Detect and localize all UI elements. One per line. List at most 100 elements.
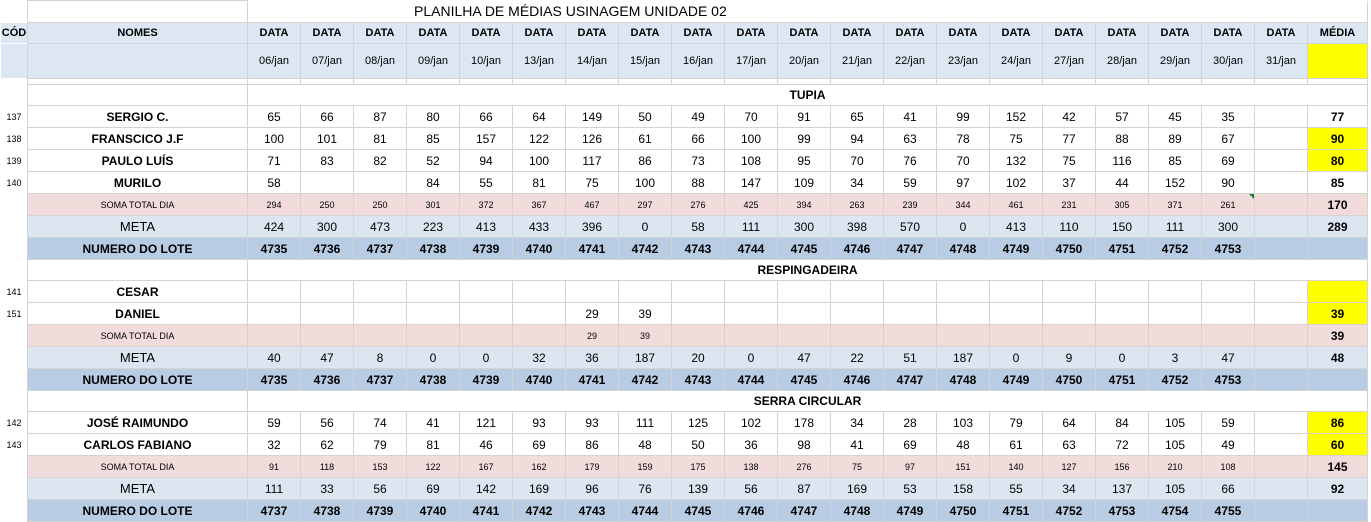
- value-cell[interactable]: 4750: [1042, 368, 1096, 391]
- value-cell[interactable]: 81: [353, 127, 407, 150]
- value-cell[interactable]: 100: [618, 171, 672, 194]
- media-cell[interactable]: 85: [1306, 171, 1369, 194]
- data-header[interactable]: DATA: [989, 22, 1043, 44]
- value-cell[interactable]: 41: [883, 105, 937, 128]
- value-cell[interactable]: 4743: [565, 499, 619, 522]
- value-cell[interactable]: [1201, 324, 1255, 347]
- media-cell[interactable]: 170: [1306, 193, 1369, 216]
- value-cell[interactable]: 62: [300, 433, 354, 456]
- value-cell[interactable]: 127: [1042, 455, 1096, 478]
- value-cell[interactable]: 59: [247, 411, 301, 434]
- value-cell[interactable]: 0: [724, 346, 778, 369]
- value-cell[interactable]: 300: [1201, 215, 1255, 238]
- value-cell[interactable]: 300: [777, 215, 831, 238]
- value-cell[interactable]: 76: [618, 477, 672, 500]
- value-cell[interactable]: [724, 280, 778, 303]
- date-cell[interactable]: 31/jan: [1254, 43, 1308, 79]
- value-cell[interactable]: 93: [565, 411, 619, 434]
- value-cell[interactable]: [1148, 302, 1202, 325]
- value-cell[interactable]: [1201, 280, 1255, 303]
- date-cell[interactable]: 16/jan: [671, 43, 725, 79]
- value-cell[interactable]: 344: [936, 193, 990, 216]
- value-cell[interactable]: 101: [300, 127, 354, 150]
- value-cell[interactable]: 3: [1148, 346, 1202, 369]
- value-cell[interactable]: 34: [830, 171, 884, 194]
- blank-cell[interactable]: [0, 215, 28, 238]
- value-cell[interactable]: 42: [1042, 105, 1096, 128]
- value-cell[interactable]: [1254, 324, 1308, 347]
- value-cell[interactable]: [1254, 237, 1308, 260]
- value-cell[interactable]: 75: [989, 127, 1043, 150]
- value-cell[interactable]: [1201, 302, 1255, 325]
- value-cell[interactable]: 0: [1095, 346, 1149, 369]
- worker-name[interactable]: PAULO LUÍS: [27, 149, 248, 172]
- value-cell[interactable]: 79: [353, 433, 407, 456]
- value-cell[interactable]: 102: [989, 171, 1043, 194]
- value-cell[interactable]: [459, 280, 513, 303]
- sheet-title[interactable]: PLANILHA DE MÉDIAS USINAGEM UNIDADE 02: [246, 0, 1369, 23]
- value-cell[interactable]: 99: [777, 127, 831, 150]
- value-cell[interactable]: 102: [724, 411, 778, 434]
- value-cell[interactable]: 69: [1201, 149, 1255, 172]
- value-cell[interactable]: 78: [936, 127, 990, 150]
- value-cell[interactable]: [1254, 368, 1308, 391]
- lote-label[interactable]: NUMERO DO LOTE: [27, 368, 248, 391]
- value-cell[interactable]: 250: [353, 193, 407, 216]
- value-cell[interactable]: 125: [671, 411, 725, 434]
- value-cell[interactable]: 4747: [777, 499, 831, 522]
- cod-cell[interactable]: 138: [0, 127, 28, 150]
- value-cell[interactable]: 142: [459, 477, 513, 500]
- value-cell[interactable]: 398: [830, 215, 884, 238]
- soma-label[interactable]: SOMA TOTAL DIA: [27, 193, 248, 216]
- worker-name[interactable]: JOSÉ RAIMUNDO: [27, 411, 248, 434]
- value-cell[interactable]: 4736: [300, 237, 354, 260]
- value-cell[interactable]: 4744: [724, 368, 778, 391]
- value-cell[interactable]: 4749: [883, 499, 937, 522]
- value-cell[interactable]: 22: [830, 346, 884, 369]
- value-cell[interactable]: 4735: [247, 368, 301, 391]
- value-cell[interactable]: [247, 324, 301, 347]
- value-cell[interactable]: 4740: [512, 237, 566, 260]
- date-cell[interactable]: 10/jan: [459, 43, 513, 79]
- value-cell[interactable]: 467: [565, 193, 619, 216]
- value-cell[interactable]: 74: [353, 411, 407, 434]
- value-cell[interactable]: 86: [618, 149, 672, 172]
- media-cell[interactable]: 60: [1306, 433, 1369, 456]
- date-cell[interactable]: 17/jan: [724, 43, 778, 79]
- value-cell[interactable]: [671, 324, 725, 347]
- value-cell[interactable]: 91: [247, 455, 301, 478]
- media-header[interactable]: MÉDIA: [1306, 22, 1369, 44]
- value-cell[interactable]: 88: [1095, 127, 1149, 150]
- date-cell[interactable]: 21/jan: [830, 43, 884, 79]
- value-cell[interactable]: 152: [1148, 171, 1202, 194]
- value-cell[interactable]: 297: [618, 193, 672, 216]
- value-cell[interactable]: 396: [565, 215, 619, 238]
- value-cell[interactable]: 117: [565, 149, 619, 172]
- blank-cell[interactable]: [0, 259, 28, 281]
- value-cell[interactable]: 46: [459, 433, 513, 456]
- value-cell[interactable]: 4748: [830, 499, 884, 522]
- blank-cell[interactable]: [0, 390, 28, 412]
- value-cell[interactable]: 4744: [724, 237, 778, 260]
- value-cell[interactable]: [1254, 127, 1308, 150]
- value-cell[interactable]: [883, 302, 937, 325]
- value-cell[interactable]: 4752: [1042, 499, 1096, 522]
- media-cell[interactable]: [1306, 368, 1369, 391]
- value-cell[interactable]: 261: [1201, 193, 1255, 216]
- value-cell[interactable]: 4736: [300, 368, 354, 391]
- value-cell[interactable]: 138: [724, 455, 778, 478]
- value-cell[interactable]: 32: [512, 346, 566, 369]
- blank-cell[interactable]: [0, 477, 28, 500]
- value-cell[interactable]: 94: [459, 149, 513, 172]
- cod-cell[interactable]: 137: [0, 105, 28, 128]
- value-cell[interactable]: 157: [459, 127, 513, 150]
- media-cell[interactable]: 39: [1306, 302, 1369, 325]
- value-cell[interactable]: [1042, 302, 1096, 325]
- media-cell[interactable]: 86: [1306, 411, 1369, 434]
- value-cell[interactable]: 84: [1095, 411, 1149, 434]
- value-cell[interactable]: 20: [671, 346, 725, 369]
- value-cell[interactable]: 90: [1201, 171, 1255, 194]
- value-cell[interactable]: 100: [724, 127, 778, 150]
- section-title[interactable]: TUPIA: [246, 84, 1369, 106]
- value-cell[interactable]: 56: [300, 411, 354, 434]
